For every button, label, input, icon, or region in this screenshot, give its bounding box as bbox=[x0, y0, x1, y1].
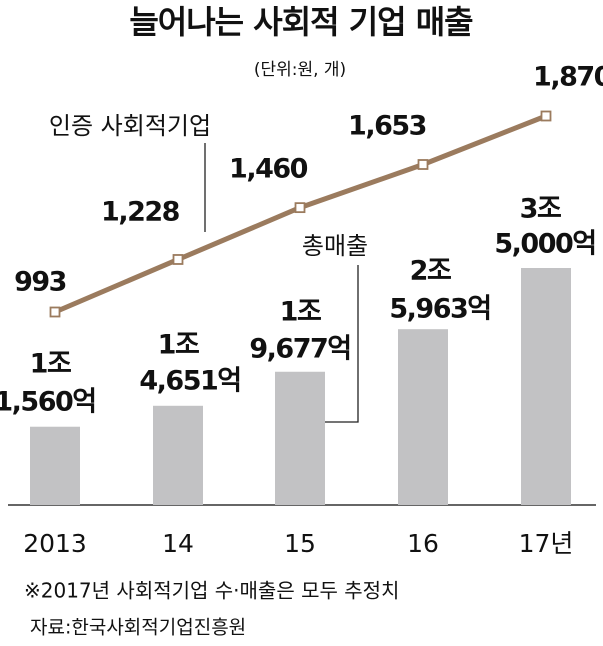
chart-title: 늘어나는 사회적 기업 매출 bbox=[129, 3, 473, 41]
data-label: 9,677억 bbox=[249, 334, 350, 365]
x-tick-label: 15 bbox=[284, 529, 316, 558]
bar bbox=[521, 268, 571, 505]
leader-line bbox=[325, 265, 359, 423]
data-label: 5,963억 bbox=[389, 294, 490, 325]
x-tick-label: 16 bbox=[407, 529, 439, 558]
marker bbox=[49, 306, 61, 318]
bar bbox=[398, 329, 448, 505]
data-label: 1,653 bbox=[348, 111, 426, 142]
source: 자료:한국사회적기업진흥원 bbox=[30, 617, 246, 639]
data-label: 5,000억 bbox=[494, 229, 595, 260]
x-tick-label: 2013 bbox=[23, 529, 87, 558]
bar bbox=[30, 426, 80, 505]
series-label: 총매출 bbox=[302, 232, 368, 260]
footnote: ※2017년 사회적기업 수·매출은 모두 추정치 bbox=[24, 579, 399, 603]
data-label: 1조 bbox=[280, 297, 321, 328]
data-label: 1,228 bbox=[101, 197, 180, 228]
x-tick-label: 14 bbox=[162, 529, 194, 558]
series-label: 인증 사회적기업 bbox=[49, 112, 211, 140]
bar bbox=[275, 371, 325, 505]
bar bbox=[153, 405, 203, 505]
data-label: 1,560억 bbox=[0, 387, 96, 418]
data-label: 993 bbox=[14, 267, 66, 298]
marker bbox=[417, 159, 429, 170]
data-label: 4,651억 bbox=[139, 366, 240, 397]
data-label: 3조 bbox=[520, 194, 561, 225]
marker bbox=[540, 110, 552, 122]
data-label: 2조 bbox=[410, 256, 451, 287]
chart-subtitle: (단위:원, 개) bbox=[254, 60, 346, 80]
data-label: 1조 bbox=[158, 330, 199, 361]
data-label: 1조 bbox=[30, 349, 71, 380]
data-label: 1,460 bbox=[229, 154, 308, 185]
marker bbox=[294, 202, 306, 214]
x-tick-label: 17년 bbox=[519, 529, 574, 558]
data-label: 1,870 bbox=[533, 62, 603, 93]
marker bbox=[172, 254, 184, 265]
